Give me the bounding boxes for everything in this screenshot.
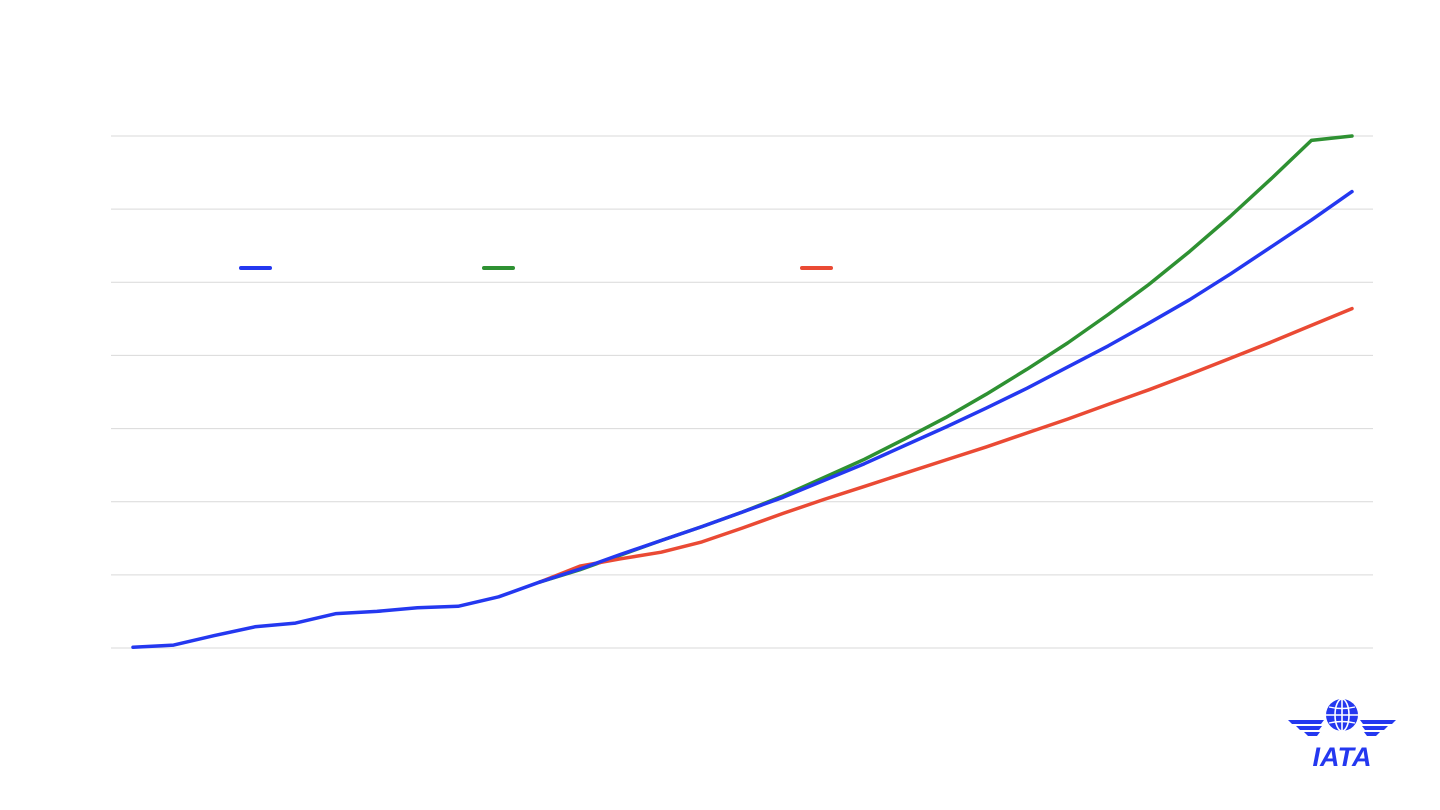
iata-logo: IATA — [1284, 694, 1400, 774]
series-group — [131, 134, 1354, 650]
series-line-0 — [131, 189, 1354, 650]
gridlines — [111, 135, 1373, 649]
left-wing-icon — [1288, 720, 1324, 736]
right-wing-icon — [1360, 720, 1396, 736]
globe-icon — [1326, 698, 1358, 732]
logo-text: IATA — [1313, 742, 1372, 772]
series-line-2 — [537, 306, 1354, 584]
